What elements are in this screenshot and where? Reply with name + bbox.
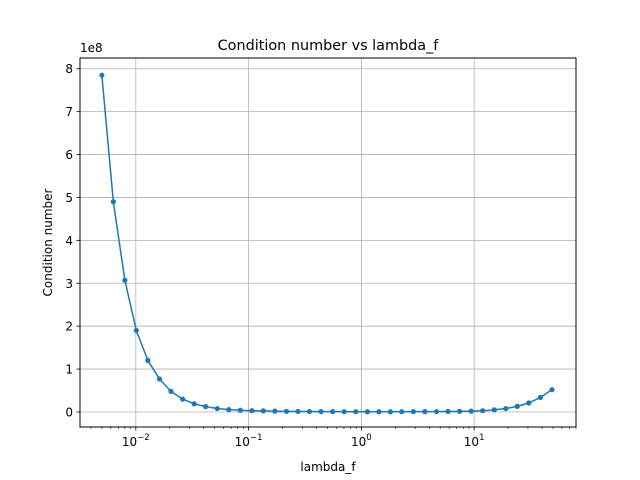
data-point [133, 327, 139, 334]
y-axis-offset-text: 1e8 [80, 41, 103, 55]
data-point [168, 388, 174, 394]
data-point [422, 409, 428, 415]
data-point [410, 409, 416, 415]
data-point [445, 408, 451, 415]
data-point [122, 277, 128, 283]
data-point [330, 409, 336, 415]
data-point [283, 408, 290, 414]
data-point [353, 409, 359, 415]
data-point [456, 408, 463, 414]
data-point [145, 357, 151, 364]
y-tick-label: 6 [65, 148, 73, 162]
data-point [376, 409, 382, 415]
data-point [99, 72, 105, 78]
plot-series [99, 72, 555, 415]
data-point [191, 401, 197, 407]
data-point [364, 409, 370, 415]
data-point [295, 408, 301, 415]
y-tick-label: 4 [65, 234, 73, 248]
data-point [480, 408, 486, 414]
axes-frame [79, 57, 577, 428]
data-point [526, 400, 532, 406]
series-line [101, 75, 553, 413]
y-tick-label: 3 [65, 277, 73, 291]
data-point [433, 408, 440, 415]
data-point [110, 199, 116, 205]
y-axis-label: Condition number [41, 188, 55, 296]
data-point [180, 396, 186, 402]
data-point [491, 407, 497, 413]
y-tick-label: 0 [65, 405, 73, 419]
data-point [226, 407, 232, 413]
x-tick-label: 100 [351, 433, 372, 449]
data-point [318, 408, 324, 415]
data-point [214, 405, 220, 412]
data-point [306, 408, 313, 415]
x-axis-label: lambda_f [300, 460, 356, 474]
y-tick-label: 8 [65, 62, 73, 76]
chart-title: Condition number vs lambda_f [218, 38, 440, 54]
data-point [203, 404, 209, 410]
x-tick-label: 10−2 [122, 433, 150, 449]
y-tick-label: 1 [65, 363, 73, 377]
data-point [341, 409, 347, 415]
x-tick-label: 101 [464, 433, 485, 449]
data-point [503, 405, 509, 412]
y-tick-label: 2 [65, 320, 73, 334]
y-tick-label: 5 [65, 191, 73, 205]
data-point [272, 408, 278, 414]
data-point [249, 408, 255, 414]
grid-lines [80, 58, 576, 427]
data-point [514, 403, 520, 410]
data-point [237, 407, 243, 413]
x-tick-label: 10−1 [235, 433, 263, 449]
data-point [387, 409, 394, 415]
data-point [156, 376, 163, 382]
data-point [260, 408, 266, 414]
data-point [399, 409, 405, 415]
data-point [549, 387, 555, 393]
data-point [537, 394, 544, 400]
y-tick-label: 7 [65, 105, 73, 119]
data-point [468, 408, 474, 414]
